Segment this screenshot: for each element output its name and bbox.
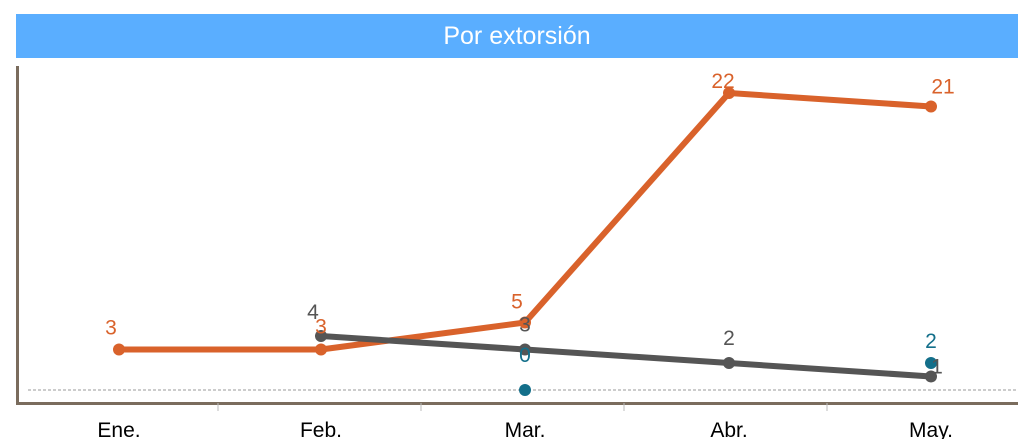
series-1-point (723, 357, 735, 369)
series-0-point (925, 100, 937, 113)
series-1-value-label: 4 (307, 301, 319, 324)
series-0-point (723, 87, 735, 99)
chart-title-bar: Por extorsión (16, 14, 1018, 58)
x-ticks: Ene. Feb. Mar. Abr. May. (97, 403, 953, 439)
series-1-value-label: 1 (931, 356, 943, 379)
series-2-value-label: 2 (925, 330, 937, 353)
chart-title: Por extorsión (443, 21, 591, 50)
series-0-line (116, 90, 934, 353)
series-1-value-label: 3 (519, 314, 531, 337)
series-1-point (925, 370, 937, 383)
series-0-value-label: 3 (105, 317, 117, 340)
series-0-point (519, 316, 531, 329)
x-tick-label: Feb. (300, 419, 342, 439)
x-tick-label: Abr. (710, 419, 747, 439)
x-tick-label: May. (909, 419, 953, 439)
series-1-point (519, 343, 531, 356)
series-1-point (315, 330, 327, 342)
series-points (113, 87, 937, 396)
series-2-point (519, 384, 531, 396)
x-tick-label: Mar. (505, 419, 546, 439)
series-1-line (318, 333, 934, 380)
series-0-value-label: 5 (511, 291, 523, 314)
series-1-value-label: 2 (723, 327, 735, 350)
series-0-point (315, 343, 327, 356)
series-0-value-label: 21 (931, 76, 954, 99)
series-0-value-label: 3 (315, 316, 327, 339)
series-0-point (113, 343, 125, 356)
x-tick-label: Ene. (97, 419, 140, 439)
series-2-point (925, 357, 937, 369)
series-2-value-label: 0 (519, 344, 531, 367)
series-0-value-label: 22 (711, 70, 734, 93)
